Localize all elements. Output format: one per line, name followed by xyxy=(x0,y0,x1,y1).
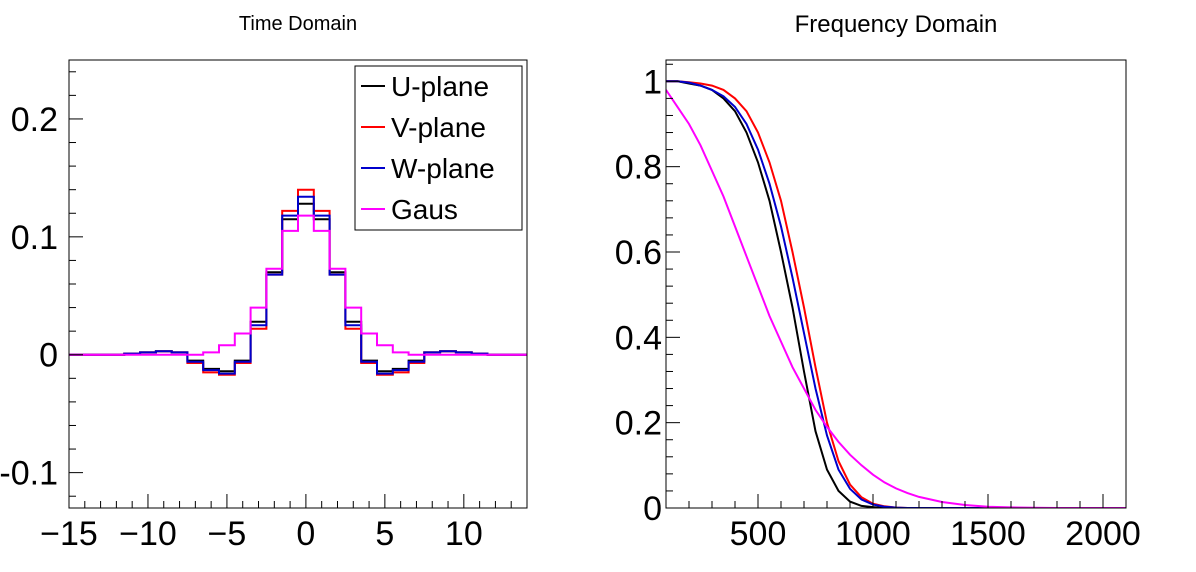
x-tick-label: 2000 xyxy=(1065,515,1141,553)
legend-label-gaus: Gaus xyxy=(391,194,458,225)
legend-label-v-plane: V-plane xyxy=(391,112,486,143)
series-line-gaus xyxy=(69,214,527,356)
series-group xyxy=(69,188,527,376)
x-tick-label: −15 xyxy=(40,515,98,553)
y-tick-label: 0.2 xyxy=(615,405,662,443)
y-tick-label: 0.1 xyxy=(11,219,58,257)
x-tick-label: 500 xyxy=(730,515,787,553)
y-tick-label: 0.6 xyxy=(615,234,662,272)
legend-label-u-plane: U-plane xyxy=(391,71,489,102)
y-tick-label: 0 xyxy=(643,490,662,528)
frequency-domain-chart: Frequency Domain 500 1000 1500 2000 0 0.2 0.4 0.… xyxy=(615,11,1141,553)
plot-frame xyxy=(665,59,1127,509)
y-tick-label: 0 xyxy=(39,337,58,375)
series-line-curve-4 xyxy=(666,89,1126,508)
chart-title: Time Domain xyxy=(239,13,357,35)
series-group xyxy=(666,80,1126,508)
x-tick-label: 10 xyxy=(445,515,483,553)
y-tick-label: 1 xyxy=(643,63,662,101)
x-tick-label: −10 xyxy=(119,515,177,553)
x-tick-label: 5 xyxy=(375,515,394,553)
series-line-curve-3 xyxy=(666,80,1126,508)
series-line-curve-2 xyxy=(666,80,1126,508)
series-line-curve-1 xyxy=(666,80,1126,508)
x-tick-label: 0 xyxy=(296,515,315,553)
y-tick-label: 0.8 xyxy=(615,149,662,187)
legend-box xyxy=(354,65,523,231)
chart-title: Frequency Domain xyxy=(795,11,998,38)
y-tick-label: 0.4 xyxy=(615,319,662,357)
x-tick-label: 1500 xyxy=(950,515,1026,553)
legend-label-w-plane: W-plane xyxy=(391,153,495,184)
y-tick-label: -0.1 xyxy=(0,455,58,493)
time-domain-chart: Time Domain −15 −10 −5 0 5 10 -0.1 0 0.1 0.2 U-plan… xyxy=(0,13,528,553)
x-tick-label: 1000 xyxy=(835,515,911,553)
y-tick-label: 0.2 xyxy=(11,101,58,139)
x-tick-label: −5 xyxy=(208,515,247,553)
legend: U-plane V-plane W-plane Gaus xyxy=(354,65,523,231)
series-line-w-plane xyxy=(69,195,527,375)
